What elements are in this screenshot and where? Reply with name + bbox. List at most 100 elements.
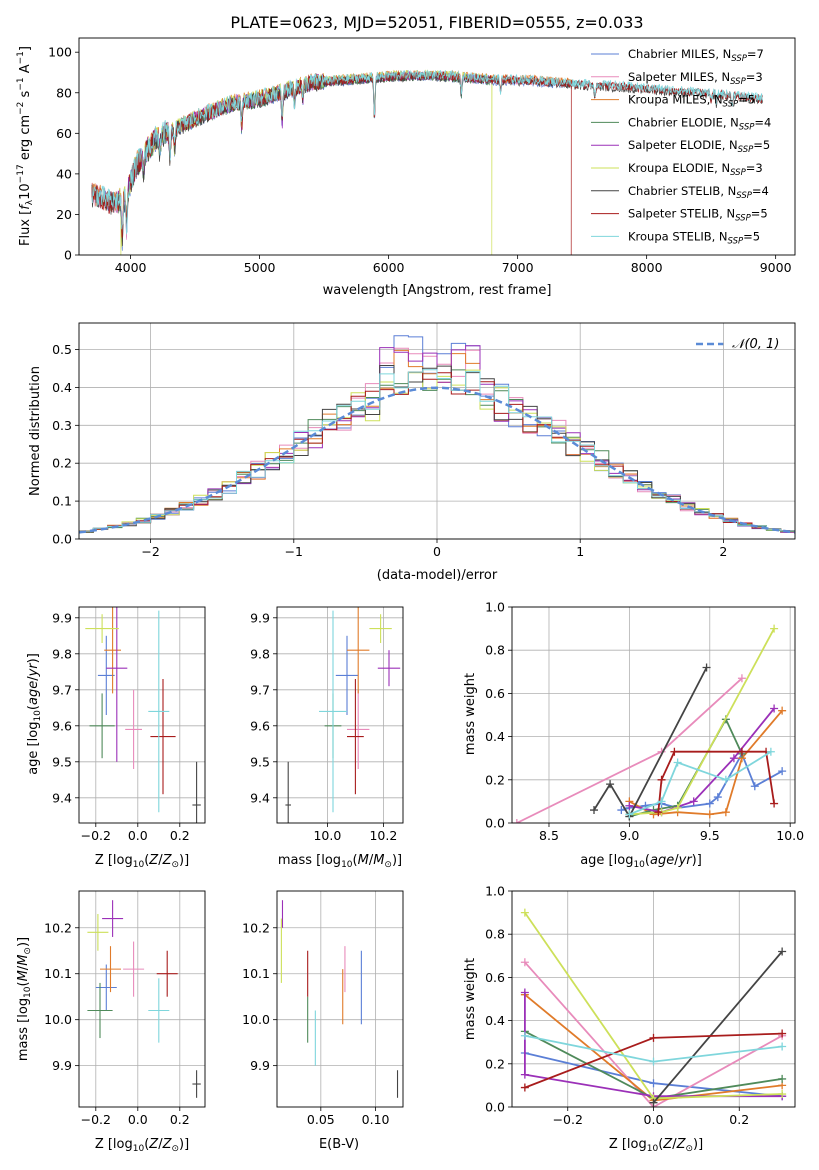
y-tick-label: 9.6 bbox=[52, 718, 72, 733]
weight-point-marker bbox=[737, 674, 746, 683]
y-tick-label: 10.2 bbox=[242, 920, 270, 935]
weight-point-marker bbox=[729, 754, 738, 763]
y-tick-label: 0.4 bbox=[52, 380, 72, 395]
plot-area bbox=[280, 900, 399, 1098]
y-tick-label: 9.8 bbox=[250, 646, 270, 661]
weight-point-marker bbox=[702, 663, 711, 672]
y-tick-label: 40 bbox=[56, 166, 72, 181]
x-tick-label: 0.2 bbox=[729, 1112, 749, 1127]
legend-label: Chabrier MILES, NSSP=7 bbox=[628, 47, 764, 64]
legend-label-end: =5 bbox=[738, 93, 755, 107]
weight-point-marker bbox=[778, 947, 787, 956]
normal-curve bbox=[79, 386, 795, 534]
spectrum-series-line bbox=[91, 69, 573, 245]
weight-series-line bbox=[593, 667, 708, 819]
axes-frame bbox=[276, 890, 404, 1108]
y-tick-label: 9.4 bbox=[52, 790, 72, 805]
x-tick-label: 0.0 bbox=[128, 1112, 148, 1127]
weight-point-marker bbox=[778, 1029, 787, 1038]
spectrum-series-line bbox=[91, 69, 764, 235]
x-tick-label: 0.2 bbox=[170, 1112, 190, 1127]
age-vs-mass-xlabel: mass [log10(M/M⊙)] bbox=[278, 853, 402, 870]
y-tick-label: 9.9 bbox=[52, 610, 72, 625]
y-tick-label: 0.4 bbox=[485, 729, 505, 744]
y-tick-label: 9.9 bbox=[250, 1058, 270, 1073]
y-tick-label: 0.2 bbox=[485, 772, 505, 787]
weight-point-marker bbox=[590, 806, 599, 815]
gridlines bbox=[277, 607, 403, 823]
plot-area bbox=[85, 607, 201, 823]
axes-frame bbox=[276, 606, 404, 824]
weight-point-marker bbox=[625, 801, 634, 810]
spectrum-xlabel: wavelength [Angstrom, rest frame] bbox=[323, 283, 552, 298]
weight-point-marker bbox=[520, 1083, 529, 1092]
age-vs-z-xlabel: Z [log10(Z/Z⊙)] bbox=[95, 853, 189, 870]
weight-point-marker bbox=[705, 810, 714, 819]
legend-label: Chabrier ELODIE, NSSP=4 bbox=[628, 115, 771, 132]
y-tick-label: 9.9 bbox=[52, 1058, 72, 1073]
y-tick-label: 0.0 bbox=[485, 1100, 505, 1115]
x-tick-label: 0 bbox=[433, 544, 441, 559]
x-tick-label: 6000 bbox=[373, 260, 405, 275]
y-tick-label: 9.8 bbox=[52, 646, 72, 661]
weight-point-marker bbox=[649, 1098, 658, 1107]
legend-label-end: =7 bbox=[747, 47, 764, 61]
y-tick-label: 10.0 bbox=[44, 1012, 72, 1027]
weight-vs-z-ylabel: mass weight bbox=[463, 958, 478, 1040]
legend-label-sub: SSP bbox=[731, 54, 747, 64]
weight-vs-z-panel: Z [log10(Z/Z⊙)] mass weight −0.2 0.0 0.2 0.… bbox=[463, 884, 796, 1154]
spectrum-series-line bbox=[91, 71, 764, 247]
x-tick-label: 9.0 bbox=[619, 828, 639, 843]
weight-point-marker bbox=[778, 1042, 787, 1051]
legend-label-main: Chabrier STELIB, N bbox=[628, 184, 736, 198]
legend-label: Kroupa ELODIE, NSSP=3 bbox=[628, 161, 763, 178]
x-tick-label: 8.5 bbox=[539, 828, 559, 843]
legend-label: Kroupa MILES, NSSP=5 bbox=[628, 93, 755, 110]
weight-series-line bbox=[629, 628, 775, 816]
weight-vs-age-ylabel: mass weight bbox=[463, 673, 478, 755]
x-tick-label: 0.0 bbox=[644, 1112, 664, 1127]
axes-frame bbox=[78, 890, 206, 1108]
legend-label-sub: SSP bbox=[730, 77, 746, 87]
weight-point-marker bbox=[778, 706, 787, 715]
y-tick-label: 0.2 bbox=[52, 456, 72, 471]
weight-point-marker bbox=[520, 1070, 529, 1079]
y-tick-label: 9.9 bbox=[250, 610, 270, 625]
axes-frame bbox=[78, 606, 206, 824]
x-tick-label: 9000 bbox=[760, 260, 792, 275]
y-tick-label: 10.2 bbox=[44, 920, 72, 935]
legend-label-end: =4 bbox=[754, 115, 771, 129]
weight-point-marker bbox=[721, 775, 730, 784]
axes-frame bbox=[511, 606, 796, 824]
legend-label: Salpeter MILES, NSSP=3 bbox=[628, 70, 763, 87]
weight-series-line bbox=[652, 950, 783, 1104]
spectrum-series-line bbox=[91, 70, 570, 240]
axes-frame bbox=[511, 890, 796, 1108]
spectrum-series-line bbox=[117, 69, 493, 255]
legend-label-end: =5 bbox=[743, 229, 760, 243]
x-tick-label: −0.2 bbox=[81, 828, 111, 843]
weight-point-marker bbox=[770, 799, 779, 808]
weight-point-marker bbox=[673, 803, 682, 812]
residuals-panel: (data-model)/error Normed distribution 𝒩… bbox=[28, 322, 796, 583]
residuals-ylabel: Normed distribution bbox=[28, 366, 43, 496]
x-tick-label: 2 bbox=[719, 544, 727, 559]
weight-point-marker bbox=[766, 747, 775, 756]
gridlines bbox=[512, 890, 795, 1108]
legend-label-main: Chabrier MILES, N bbox=[628, 47, 731, 61]
weight-point-marker bbox=[520, 988, 529, 997]
plot-area bbox=[79, 335, 795, 539]
mass-vs-ebv-xlabel: E(B-V) bbox=[319, 1137, 359, 1152]
plot-area bbox=[285, 607, 401, 823]
x-tick-label: −2 bbox=[141, 544, 159, 559]
legend-label-main: Kroupa ELODIE, N bbox=[628, 161, 730, 175]
legend-label-main: Kroupa STELIB, N bbox=[628, 229, 728, 243]
weight-point-marker bbox=[606, 780, 615, 789]
weight-point-marker bbox=[657, 775, 666, 784]
x-tick-label: 10.2 bbox=[369, 828, 397, 843]
weight-point-marker bbox=[705, 799, 714, 808]
legend-label-end: =5 bbox=[753, 138, 770, 152]
weight-series-line bbox=[524, 961, 783, 1107]
legend-label: Kroupa STELIB, NSSP=5 bbox=[628, 229, 760, 246]
